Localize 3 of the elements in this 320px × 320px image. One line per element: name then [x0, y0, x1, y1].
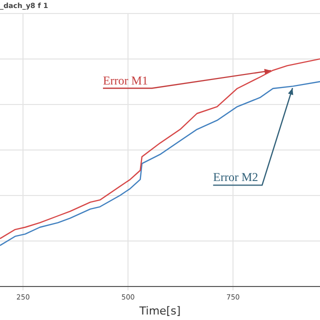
annotation: Error M2 [213, 170, 258, 184]
x-axis-title: Time[s] [138, 304, 181, 318]
annotation: Error M1 [102, 73, 148, 88]
